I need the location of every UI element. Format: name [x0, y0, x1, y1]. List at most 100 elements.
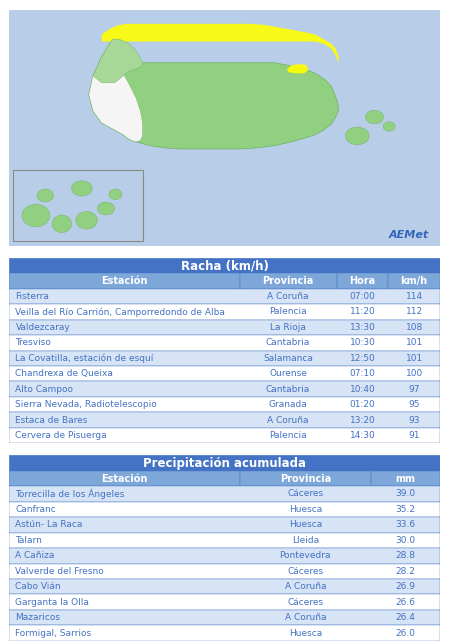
Text: Pontevedra: Pontevedra	[280, 551, 331, 560]
Text: 100: 100	[405, 369, 423, 378]
FancyBboxPatch shape	[9, 335, 440, 350]
Text: 26.6: 26.6	[396, 598, 415, 607]
FancyBboxPatch shape	[337, 273, 388, 289]
Text: 91: 91	[409, 431, 420, 440]
Text: Estación: Estación	[101, 276, 147, 286]
Ellipse shape	[109, 189, 122, 200]
Text: Veilla del Río Carrión, Camporredondo de Alba: Veilla del Río Carrión, Camporredondo de…	[15, 307, 225, 317]
FancyBboxPatch shape	[9, 350, 440, 366]
FancyBboxPatch shape	[9, 471, 240, 486]
Text: Cáceres: Cáceres	[287, 489, 323, 498]
Text: A Coruña: A Coruña	[285, 582, 326, 591]
Ellipse shape	[345, 127, 369, 145]
Polygon shape	[287, 64, 308, 73]
Text: 13:30: 13:30	[349, 323, 375, 332]
FancyBboxPatch shape	[240, 471, 371, 486]
Text: Provincia: Provincia	[280, 473, 331, 484]
Polygon shape	[89, 43, 143, 142]
Text: Estaca de Bares: Estaca de Bares	[15, 415, 88, 424]
FancyBboxPatch shape	[9, 625, 440, 641]
Text: 12:50: 12:50	[350, 354, 375, 363]
Ellipse shape	[383, 122, 395, 131]
Text: A Coruña: A Coruña	[267, 415, 309, 424]
Text: Cantabria: Cantabria	[266, 338, 310, 347]
Text: 26.9: 26.9	[396, 582, 415, 591]
FancyBboxPatch shape	[9, 273, 240, 289]
Text: A Cañiza: A Cañiza	[15, 551, 55, 560]
Text: 26.0: 26.0	[396, 629, 415, 638]
Text: 30.0: 30.0	[396, 536, 416, 545]
Text: 11:20: 11:20	[350, 307, 375, 316]
Ellipse shape	[97, 202, 114, 215]
Text: Sierra Nevada, Radiotelescopio: Sierra Nevada, Radiotelescopio	[15, 400, 157, 409]
Ellipse shape	[365, 110, 383, 124]
FancyBboxPatch shape	[388, 273, 440, 289]
Text: Mazaricos: Mazaricos	[15, 613, 61, 622]
Text: 108: 108	[405, 323, 423, 332]
FancyBboxPatch shape	[9, 594, 440, 610]
FancyBboxPatch shape	[9, 428, 440, 443]
FancyBboxPatch shape	[9, 455, 440, 471]
Text: 33.6: 33.6	[396, 520, 416, 529]
Text: Formigal, Sarrios: Formigal, Sarrios	[15, 629, 92, 638]
FancyBboxPatch shape	[9, 502, 440, 517]
Text: 13:20: 13:20	[350, 415, 375, 424]
Text: Cáceres: Cáceres	[287, 567, 323, 576]
FancyBboxPatch shape	[240, 273, 337, 289]
Text: Talarn: Talarn	[15, 536, 42, 545]
Text: Palencia: Palencia	[269, 307, 307, 316]
FancyBboxPatch shape	[9, 610, 440, 625]
FancyBboxPatch shape	[9, 397, 440, 412]
FancyBboxPatch shape	[9, 304, 440, 319]
Text: Tresviso: Tresviso	[15, 338, 51, 347]
Text: A Coruña: A Coruña	[267, 292, 309, 301]
Text: Huesca: Huesca	[289, 505, 322, 514]
FancyBboxPatch shape	[9, 579, 440, 594]
Text: Chandrexa de Queixa: Chandrexa de Queixa	[15, 369, 113, 378]
FancyBboxPatch shape	[371, 471, 440, 486]
FancyBboxPatch shape	[9, 289, 440, 304]
FancyBboxPatch shape	[9, 366, 440, 381]
Text: 26.4: 26.4	[396, 613, 415, 622]
Text: Ourense: Ourense	[269, 369, 307, 378]
Text: La Rioja: La Rioja	[270, 323, 306, 332]
Text: 114: 114	[405, 292, 423, 301]
Text: Astún- La Raca: Astún- La Raca	[15, 520, 83, 529]
FancyBboxPatch shape	[9, 10, 440, 245]
Text: Cáceres: Cáceres	[287, 598, 323, 607]
Polygon shape	[89, 43, 339, 149]
Ellipse shape	[52, 215, 71, 232]
FancyBboxPatch shape	[9, 319, 440, 335]
Text: Granada: Granada	[269, 400, 308, 409]
Text: Racha (km/h): Racha (km/h)	[180, 259, 269, 272]
Text: 07:10: 07:10	[349, 369, 375, 378]
FancyBboxPatch shape	[9, 548, 440, 564]
Text: Precipitación acumulada: Precipitación acumulada	[143, 457, 306, 469]
Text: La Covatilla, estación de esquí: La Covatilla, estación de esquí	[15, 354, 154, 363]
Text: 28.8: 28.8	[396, 551, 415, 560]
Text: Garganta la Olla: Garganta la Olla	[15, 598, 89, 607]
Ellipse shape	[71, 181, 92, 196]
Text: mm: mm	[396, 473, 415, 484]
Text: 101: 101	[405, 354, 423, 363]
Text: Cantabria: Cantabria	[266, 384, 310, 393]
Text: Lleida: Lleida	[292, 536, 319, 545]
FancyBboxPatch shape	[9, 381, 440, 397]
FancyBboxPatch shape	[9, 258, 440, 273]
Text: 101: 101	[405, 338, 423, 347]
Text: 97: 97	[409, 384, 420, 393]
Ellipse shape	[76, 211, 97, 229]
Polygon shape	[93, 39, 143, 83]
Text: Fisterra: Fisterra	[15, 292, 49, 301]
Text: Palencia: Palencia	[269, 431, 307, 440]
Text: Valdezcaray: Valdezcaray	[15, 323, 70, 332]
Text: 10:40: 10:40	[350, 384, 375, 393]
Text: AEMet: AEMet	[389, 230, 429, 240]
Text: Canfranc: Canfranc	[15, 505, 56, 514]
Text: 10:30: 10:30	[349, 338, 375, 347]
FancyBboxPatch shape	[9, 517, 440, 533]
Text: A Coruña: A Coruña	[285, 613, 326, 622]
Text: km/h: km/h	[401, 276, 428, 286]
Text: Estación: Estación	[101, 473, 147, 484]
FancyBboxPatch shape	[13, 170, 143, 241]
